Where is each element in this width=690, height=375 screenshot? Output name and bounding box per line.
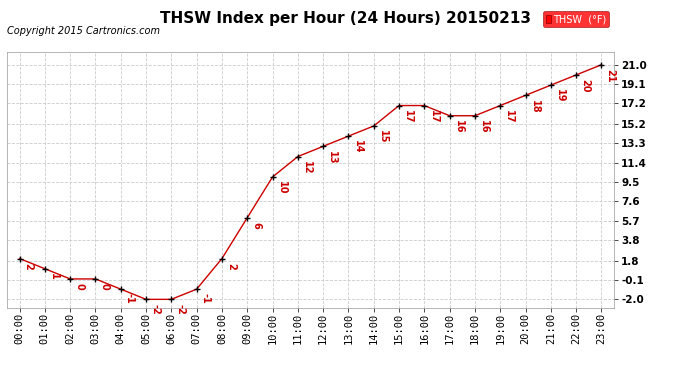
Text: 20: 20 [580,79,591,93]
Text: 6: 6 [251,222,262,229]
Text: 12: 12 [302,161,312,174]
Text: THSW Index per Hour (24 Hours) 20150213: THSW Index per Hour (24 Hours) 20150213 [159,11,531,26]
Text: -2: -2 [150,303,160,314]
Text: 21: 21 [606,69,615,82]
Text: 18: 18 [530,99,540,113]
Text: 19: 19 [555,89,565,103]
Text: -1: -1 [201,293,211,304]
Text: 1: 1 [49,273,59,280]
Text: -1: -1 [125,293,135,304]
Text: Copyright 2015 Cartronics.com: Copyright 2015 Cartronics.com [7,26,160,36]
Text: 14: 14 [353,140,363,154]
Text: 15: 15 [378,130,388,144]
Text: 2: 2 [226,263,236,270]
Text: 17: 17 [504,110,515,123]
Text: 0: 0 [99,283,110,290]
Text: 16: 16 [454,120,464,134]
Text: 2: 2 [23,263,34,270]
Text: -2: -2 [175,303,186,314]
Text: 10: 10 [277,181,287,195]
Text: 13: 13 [327,150,337,164]
Text: 16: 16 [479,120,489,134]
Text: 17: 17 [428,110,439,123]
Text: 17: 17 [403,110,413,123]
Legend: THSW  (°F): THSW (°F) [543,12,609,27]
Text: 0: 0 [75,283,84,290]
